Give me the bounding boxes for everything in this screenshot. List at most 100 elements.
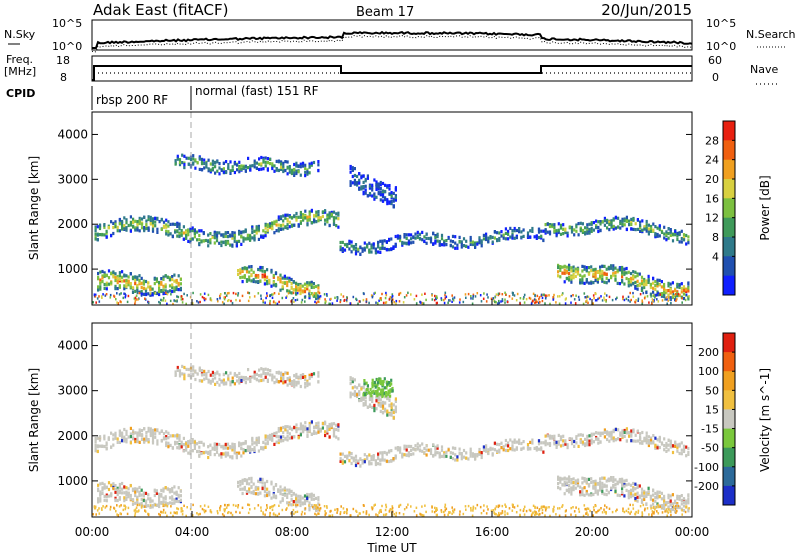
velocity-cell — [204, 450, 208, 454]
velocity-cell — [226, 442, 230, 446]
velocity-cell — [605, 488, 608, 492]
velocity-cell — [262, 378, 265, 382]
velocity-cell — [231, 442, 234, 446]
power-cell — [570, 266, 573, 270]
velocity-cell — [555, 440, 558, 444]
velocity-cell — [621, 482, 624, 486]
velocity-cell — [436, 451, 439, 455]
power-cell — [261, 266, 264, 270]
power-cell — [357, 302, 359, 305]
velocity-cell — [326, 427, 329, 431]
velocity-cell — [623, 484, 626, 488]
velocity-cell — [331, 514, 334, 517]
velocity-cell — [271, 373, 274, 377]
power-cell — [149, 218, 152, 222]
velocity-cell — [191, 514, 194, 517]
velocity-cell — [630, 432, 633, 436]
power-cell — [317, 168, 320, 173]
power-cell — [217, 300, 219, 303]
velocity-cell — [645, 437, 648, 442]
velocity-cell — [255, 440, 258, 444]
power-cell — [610, 223, 613, 227]
power-cell — [588, 231, 591, 235]
velocity-cell — [619, 433, 622, 437]
power-cell — [107, 282, 111, 286]
velocity-cell — [284, 436, 287, 440]
power-cell — [162, 220, 166, 224]
power-cell — [462, 300, 465, 304]
power-cell — [349, 180, 352, 184]
velocity-cell — [299, 425, 302, 429]
power-cell — [328, 211, 331, 215]
power-cell — [513, 226, 516, 231]
power-cell — [134, 302, 136, 305]
velocity-cell — [306, 383, 309, 388]
power-cell — [328, 216, 331, 220]
velocity-cell — [596, 489, 599, 493]
power-cell — [374, 248, 377, 252]
velocity-cell — [599, 487, 602, 491]
power-cell — [623, 282, 626, 286]
velocity-cell — [215, 445, 219, 449]
velocity-cell — [317, 506, 319, 509]
velocity-cell — [587, 477, 591, 481]
power-cell — [364, 188, 367, 192]
power-cell — [98, 295, 100, 298]
power-cell — [454, 241, 457, 245]
power-cell — [286, 165, 289, 169]
power-cell — [239, 275, 242, 280]
power-cell — [177, 274, 180, 278]
power-cell — [407, 239, 410, 243]
power-cell — [614, 271, 617, 275]
velocity-cell — [570, 478, 573, 482]
velocity-cell — [240, 454, 243, 458]
power-cell — [147, 228, 150, 232]
power-cell — [183, 154, 186, 158]
power-cell — [572, 294, 574, 297]
power-cell — [572, 269, 575, 273]
velocity-cell — [303, 498, 307, 502]
power-cell — [253, 162, 256, 166]
velocity-cell — [266, 487, 269, 491]
velocity-cell — [669, 502, 672, 506]
power-cell — [207, 293, 210, 297]
power-cell — [262, 158, 265, 162]
power-cell — [542, 238, 545, 243]
power-cell — [181, 301, 184, 304]
power-cell — [187, 228, 190, 232]
velocity-cell — [572, 484, 575, 488]
power-cell — [105, 287, 108, 291]
velocity-cell — [629, 503, 631, 507]
power-cell — [599, 222, 602, 226]
power-cell — [385, 301, 388, 304]
velocity-cell — [586, 434, 589, 438]
power-cell — [515, 228, 518, 233]
velocity-cell — [667, 511, 669, 514]
velocity-cell — [277, 427, 280, 431]
power-cell — [99, 270, 102, 274]
power-cell — [238, 239, 241, 243]
velocity-cell — [339, 457, 342, 461]
power-cell — [576, 269, 580, 273]
velocity-cell — [218, 377, 221, 381]
power-cell — [101, 276, 104, 280]
power-cell — [166, 293, 169, 296]
velocity-cell — [364, 399, 367, 403]
power-cell — [181, 298, 184, 301]
power-cell — [134, 228, 137, 232]
velocity-cell — [246, 447, 249, 451]
power-cell — [570, 294, 572, 298]
velocity-cell — [170, 505, 172, 508]
power-cell — [565, 265, 568, 269]
velocity-cell — [627, 511, 630, 514]
power-cell — [284, 213, 287, 217]
power-cell — [255, 161, 258, 165]
power-cell — [395, 302, 397, 305]
velocity-cell — [126, 512, 129, 516]
velocity-cell — [561, 504, 564, 507]
power-cell — [421, 293, 423, 296]
velocity-cell — [189, 369, 193, 373]
power-cell — [385, 240, 388, 244]
power-cell — [136, 286, 139, 290]
power-cell — [253, 229, 256, 233]
